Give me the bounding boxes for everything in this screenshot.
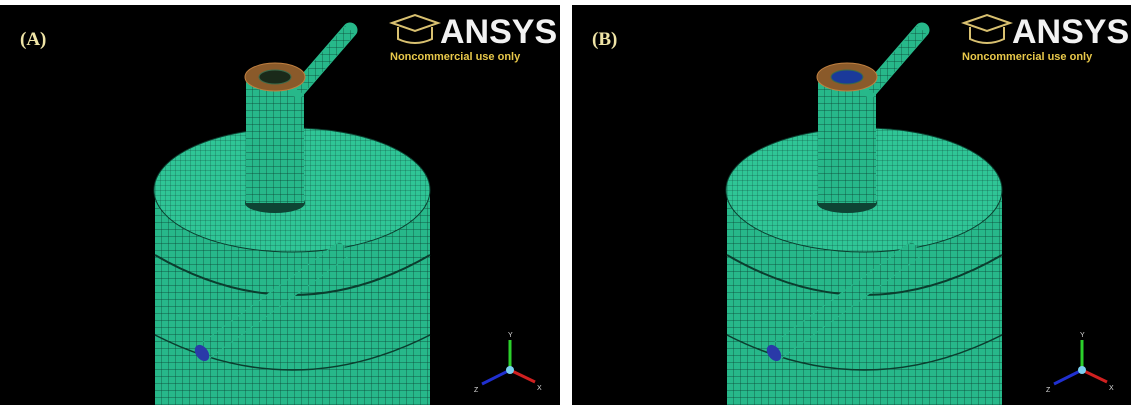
axis-origin: [506, 366, 514, 374]
axis-label: Z: [1046, 387, 1051, 394]
chimney-hole: [259, 70, 291, 84]
axis-label: Y: [1080, 332, 1085, 339]
logo-text: ANSYS: [440, 13, 557, 51]
axis-origin: [1078, 366, 1086, 374]
figure: (A)ANSYSNoncommercial use onlyYXZ(B)ANSY…: [0, 0, 1131, 407]
axis-label: X: [537, 385, 542, 392]
chimney-hole: [831, 70, 863, 84]
axis-label: Y: [508, 332, 513, 339]
page: (A)ANSYSNoncommercial use onlyYXZ(B)ANSY…: [0, 0, 1131, 407]
axis-label: Z: [474, 387, 479, 394]
axis-label: X: [1109, 385, 1114, 392]
license-notice: Noncommercial use only: [962, 51, 1093, 63]
panel-label: (A): [20, 29, 46, 50]
logo-text: ANSYS: [1012, 13, 1129, 51]
license-notice: Noncommercial use only: [390, 51, 521, 63]
panel-label: (B): [592, 29, 617, 50]
